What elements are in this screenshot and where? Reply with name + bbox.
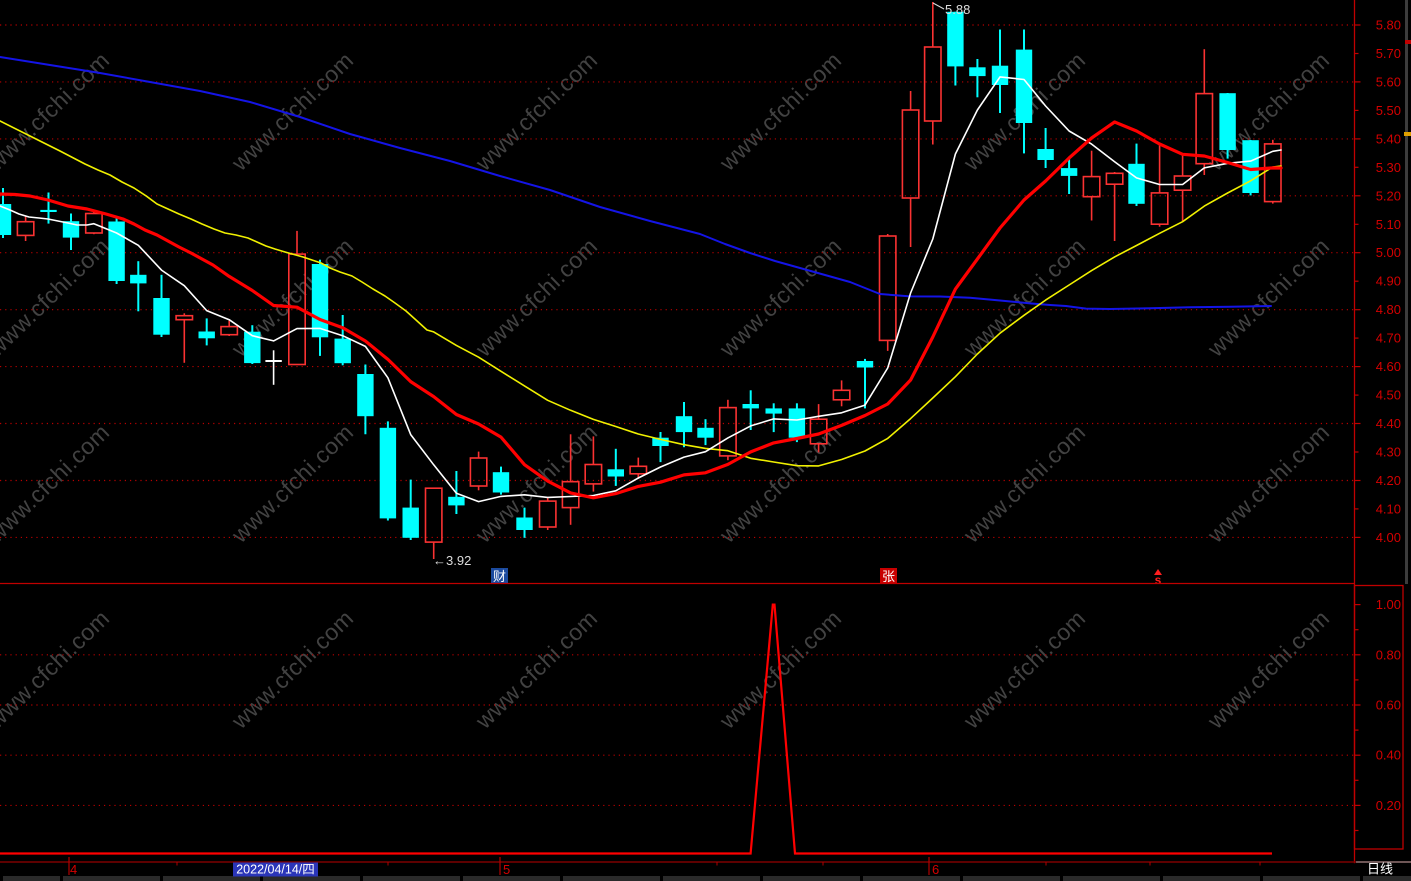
svg-text:2022/04/14/四: 2022/04/14/四 [236,863,315,877]
svg-text:4.60: 4.60 [1376,359,1401,374]
svg-text:4.50: 4.50 [1376,388,1401,403]
svg-text:5.00: 5.00 [1376,245,1401,260]
svg-text:6: 6 [932,862,939,877]
svg-text:4.20: 4.20 [1376,473,1401,488]
svg-text:5.50: 5.50 [1376,103,1401,118]
svg-text:←3.92: ←3.92 [433,553,471,568]
svg-text:0.40: 0.40 [1376,748,1401,763]
svg-text:5.60: 5.60 [1376,74,1401,89]
svg-text:4.40: 4.40 [1376,416,1401,431]
svg-text:5.10: 5.10 [1376,217,1401,232]
svg-text:4.80: 4.80 [1376,302,1401,317]
svg-text:张: 张 [882,569,895,584]
svg-text:0.80: 0.80 [1376,647,1401,662]
svg-text:4.00: 4.00 [1376,530,1401,545]
svg-text:财: 财 [493,569,506,584]
svg-text:4.90: 4.90 [1376,274,1401,289]
svg-text:5.30: 5.30 [1376,160,1401,175]
svg-text:5.70: 5.70 [1376,46,1401,61]
svg-text:s: s [1155,573,1162,587]
svg-text:0.20: 0.20 [1376,798,1401,813]
svg-text:4.70: 4.70 [1376,331,1401,346]
svg-text:5.80: 5.80 [1376,18,1401,33]
svg-text:5.88: 5.88 [945,2,970,17]
svg-text:5: 5 [503,862,510,877]
svg-text:5.20: 5.20 [1376,188,1401,203]
svg-text:4: 4 [70,862,77,877]
svg-text:4.10: 4.10 [1376,501,1401,516]
svg-text:1.00: 1.00 [1376,597,1401,612]
svg-text:5.40: 5.40 [1376,131,1401,146]
svg-text:4.30: 4.30 [1376,445,1401,460]
svg-text:日线: 日线 [1367,862,1393,877]
svg-text:0.60: 0.60 [1376,698,1401,713]
